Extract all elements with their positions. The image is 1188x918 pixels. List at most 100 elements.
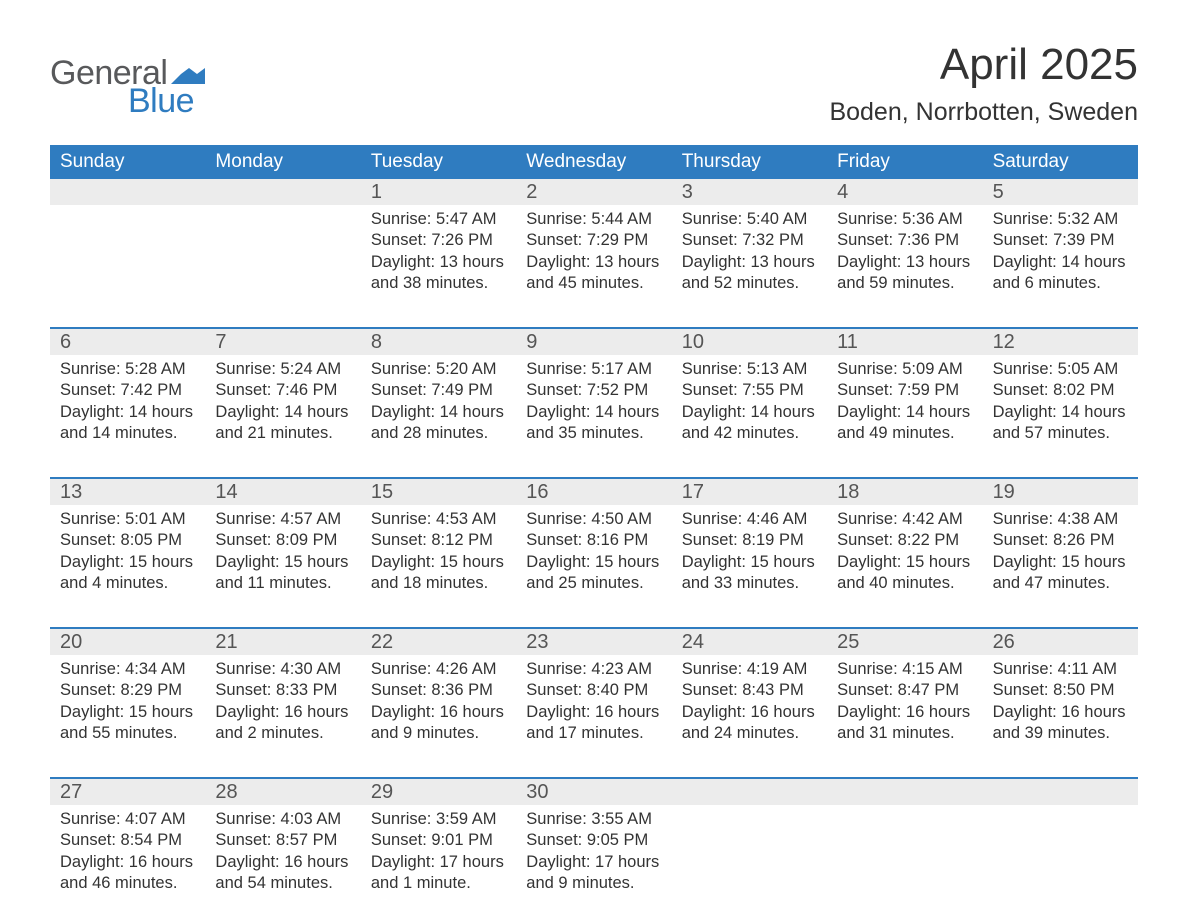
daylight-text: Daylight: 16 hours and 46 minutes. bbox=[60, 852, 195, 895]
sunrise-text: Sunrise: 4:15 AM bbox=[837, 659, 972, 680]
day-number: 29 bbox=[361, 779, 516, 805]
day-number: 4 bbox=[827, 179, 982, 205]
sunset-text: Sunset: 8:05 PM bbox=[60, 530, 195, 551]
sunrise-text: Sunrise: 5:36 AM bbox=[837, 209, 972, 230]
sunrise-text: Sunrise: 5:09 AM bbox=[837, 359, 972, 380]
daylight-text: Daylight: 15 hours and 55 minutes. bbox=[60, 702, 195, 745]
sunrise-text: Sunrise: 4:07 AM bbox=[60, 809, 195, 830]
day-number bbox=[827, 779, 982, 805]
day-number: 12 bbox=[983, 329, 1138, 355]
sunrise-text: Sunrise: 5:24 AM bbox=[215, 359, 350, 380]
sunrise-text: Sunrise: 5:05 AM bbox=[993, 359, 1128, 380]
sunset-text: Sunset: 8:19 PM bbox=[682, 530, 817, 551]
day-number: 7 bbox=[205, 329, 360, 355]
weekday-header: Wednesday bbox=[516, 145, 671, 179]
sunset-text: Sunset: 8:09 PM bbox=[215, 530, 350, 551]
day-cell: Sunrise: 4:30 AMSunset: 8:33 PMDaylight:… bbox=[205, 655, 360, 755]
weekday-header: Monday bbox=[205, 145, 360, 179]
day-number-row: 13141516171819 bbox=[50, 479, 1138, 505]
daylight-text: Daylight: 13 hours and 38 minutes. bbox=[371, 252, 506, 295]
day-body-row: Sunrise: 4:34 AMSunset: 8:29 PMDaylight:… bbox=[50, 655, 1138, 755]
sunrise-text: Sunrise: 4:26 AM bbox=[371, 659, 506, 680]
logo-text-blue: Blue bbox=[128, 84, 207, 118]
day-cell: Sunrise: 5:24 AMSunset: 7:46 PMDaylight:… bbox=[205, 355, 360, 455]
day-number: 23 bbox=[516, 629, 671, 655]
weekday-header: Tuesday bbox=[361, 145, 516, 179]
daylight-text: Daylight: 13 hours and 52 minutes. bbox=[682, 252, 817, 295]
day-cell: Sunrise: 4:23 AMSunset: 8:40 PMDaylight:… bbox=[516, 655, 671, 755]
sunrise-text: Sunrise: 3:59 AM bbox=[371, 809, 506, 830]
day-cell: Sunrise: 5:09 AMSunset: 7:59 PMDaylight:… bbox=[827, 355, 982, 455]
sunset-text: Sunset: 7:32 PM bbox=[682, 230, 817, 251]
day-number: 21 bbox=[205, 629, 360, 655]
page-header: General Blue April 2025 Boden, Norrbotte… bbox=[50, 40, 1138, 127]
day-cell: Sunrise: 4:26 AMSunset: 8:36 PMDaylight:… bbox=[361, 655, 516, 755]
daylight-text: Daylight: 16 hours and 24 minutes. bbox=[682, 702, 817, 745]
sunset-text: Sunset: 7:26 PM bbox=[371, 230, 506, 251]
calendar-grid: Sunday Monday Tuesday Wednesday Thursday… bbox=[50, 145, 1138, 905]
day-number: 3 bbox=[672, 179, 827, 205]
sunrise-text: Sunrise: 4:23 AM bbox=[526, 659, 661, 680]
sunset-text: Sunset: 9:05 PM bbox=[526, 830, 661, 851]
day-number: 24 bbox=[672, 629, 827, 655]
daylight-text: Daylight: 15 hours and 11 minutes. bbox=[215, 552, 350, 595]
sunset-text: Sunset: 9:01 PM bbox=[371, 830, 506, 851]
day-number: 9 bbox=[516, 329, 671, 355]
day-number bbox=[205, 179, 360, 205]
day-cell: Sunrise: 4:07 AMSunset: 8:54 PMDaylight:… bbox=[50, 805, 205, 905]
weekday-header: Friday bbox=[827, 145, 982, 179]
day-number-row: 12345 bbox=[50, 179, 1138, 205]
day-cell: Sunrise: 5:47 AMSunset: 7:26 PMDaylight:… bbox=[361, 205, 516, 305]
sunset-text: Sunset: 7:36 PM bbox=[837, 230, 972, 251]
day-cell: Sunrise: 4:15 AMSunset: 8:47 PMDaylight:… bbox=[827, 655, 982, 755]
day-number-row: 27282930 bbox=[50, 779, 1138, 805]
day-cell: Sunrise: 4:57 AMSunset: 8:09 PMDaylight:… bbox=[205, 505, 360, 605]
sunrise-text: Sunrise: 4:57 AM bbox=[215, 509, 350, 530]
sunrise-text: Sunrise: 5:47 AM bbox=[371, 209, 506, 230]
day-cell: Sunrise: 5:28 AMSunset: 7:42 PMDaylight:… bbox=[50, 355, 205, 455]
sunset-text: Sunset: 8:47 PM bbox=[837, 680, 972, 701]
daylight-text: Daylight: 16 hours and 2 minutes. bbox=[215, 702, 350, 745]
day-number: 17 bbox=[672, 479, 827, 505]
day-cell: Sunrise: 5:44 AMSunset: 7:29 PMDaylight:… bbox=[516, 205, 671, 305]
day-cell: Sunrise: 5:32 AMSunset: 7:39 PMDaylight:… bbox=[983, 205, 1138, 305]
sunset-text: Sunset: 7:52 PM bbox=[526, 380, 661, 401]
sunrise-text: Sunrise: 5:01 AM bbox=[60, 509, 195, 530]
daylight-text: Daylight: 16 hours and 17 minutes. bbox=[526, 702, 661, 745]
day-number: 28 bbox=[205, 779, 360, 805]
daylight-text: Daylight: 14 hours and 14 minutes. bbox=[60, 402, 195, 445]
day-number bbox=[983, 779, 1138, 805]
day-cell: Sunrise: 3:59 AMSunset: 9:01 PMDaylight:… bbox=[361, 805, 516, 905]
day-cell: Sunrise: 4:53 AMSunset: 8:12 PMDaylight:… bbox=[361, 505, 516, 605]
daylight-text: Daylight: 16 hours and 39 minutes. bbox=[993, 702, 1128, 745]
day-cell bbox=[827, 805, 982, 905]
day-cell: Sunrise: 4:46 AMSunset: 8:19 PMDaylight:… bbox=[672, 505, 827, 605]
title-block: April 2025 Boden, Norrbotten, Sweden bbox=[829, 40, 1138, 127]
day-number: 5 bbox=[983, 179, 1138, 205]
sunset-text: Sunset: 8:16 PM bbox=[526, 530, 661, 551]
sunset-text: Sunset: 7:46 PM bbox=[215, 380, 350, 401]
sunset-text: Sunset: 8:29 PM bbox=[60, 680, 195, 701]
day-number-row: 6789101112 bbox=[50, 329, 1138, 355]
location-subtitle: Boden, Norrbotten, Sweden bbox=[829, 98, 1138, 127]
day-cell: Sunrise: 5:40 AMSunset: 7:32 PMDaylight:… bbox=[672, 205, 827, 305]
day-cell: Sunrise: 5:20 AMSunset: 7:49 PMDaylight:… bbox=[361, 355, 516, 455]
sunset-text: Sunset: 7:39 PM bbox=[993, 230, 1128, 251]
day-cell bbox=[672, 805, 827, 905]
day-number: 18 bbox=[827, 479, 982, 505]
weekday-header: Thursday bbox=[672, 145, 827, 179]
day-cell bbox=[983, 805, 1138, 905]
day-body-row: Sunrise: 5:28 AMSunset: 7:42 PMDaylight:… bbox=[50, 355, 1138, 455]
sunset-text: Sunset: 7:42 PM bbox=[60, 380, 195, 401]
daylight-text: Daylight: 15 hours and 40 minutes. bbox=[837, 552, 972, 595]
day-cell: Sunrise: 4:38 AMSunset: 8:26 PMDaylight:… bbox=[983, 505, 1138, 605]
daylight-text: Daylight: 15 hours and 18 minutes. bbox=[371, 552, 506, 595]
sunrise-text: Sunrise: 5:32 AM bbox=[993, 209, 1128, 230]
day-cell bbox=[50, 205, 205, 305]
day-number: 2 bbox=[516, 179, 671, 205]
day-number: 19 bbox=[983, 479, 1138, 505]
daylight-text: Daylight: 17 hours and 1 minute. bbox=[371, 852, 506, 895]
day-cell bbox=[205, 205, 360, 305]
sunrise-text: Sunrise: 5:28 AM bbox=[60, 359, 195, 380]
sunset-text: Sunset: 8:57 PM bbox=[215, 830, 350, 851]
